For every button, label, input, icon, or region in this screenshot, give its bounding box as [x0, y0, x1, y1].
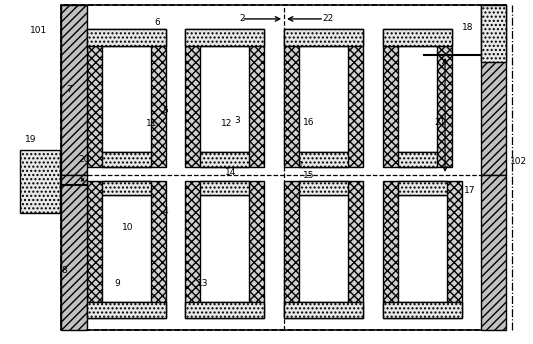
Bar: [61, 175, 87, 330]
Text: 21: 21: [434, 118, 446, 127]
Bar: [284, 29, 363, 46]
Bar: [284, 29, 363, 167]
Bar: [383, 29, 452, 46]
Bar: [398, 195, 447, 302]
Text: 5: 5: [163, 106, 168, 115]
Bar: [87, 29, 166, 46]
Bar: [61, 5, 506, 330]
Text: 16: 16: [303, 118, 315, 127]
Bar: [102, 152, 151, 167]
Text: 17: 17: [464, 186, 476, 195]
Text: 102: 102: [510, 157, 527, 166]
Bar: [398, 152, 437, 167]
Bar: [398, 181, 447, 195]
Bar: [398, 46, 437, 152]
Text: 13: 13: [197, 279, 208, 288]
Text: 19: 19: [25, 135, 37, 144]
Bar: [383, 29, 452, 167]
Bar: [185, 29, 264, 46]
Text: 3: 3: [235, 116, 240, 125]
Bar: [61, 5, 506, 330]
Text: 101: 101: [30, 26, 47, 35]
Text: 9: 9: [115, 279, 120, 288]
Bar: [299, 181, 348, 195]
Text: 1: 1: [298, 161, 304, 170]
Text: 6: 6: [155, 18, 160, 27]
Text: 11: 11: [146, 119, 158, 128]
Bar: [200, 152, 249, 167]
Bar: [284, 302, 363, 318]
Bar: [299, 195, 348, 302]
Text: 8: 8: [61, 266, 67, 275]
Text: 18: 18: [462, 23, 474, 32]
Bar: [481, 175, 506, 330]
Text: 4: 4: [163, 207, 168, 216]
Text: 12: 12: [221, 119, 232, 128]
Bar: [102, 181, 151, 195]
Bar: [200, 46, 249, 152]
Bar: [102, 195, 151, 302]
Text: 10: 10: [122, 223, 134, 232]
Bar: [284, 181, 363, 318]
Bar: [299, 152, 348, 167]
Bar: [20, 150, 60, 213]
Text: 20: 20: [78, 155, 90, 164]
Bar: [87, 302, 166, 318]
Bar: [102, 46, 151, 152]
Bar: [481, 5, 506, 175]
Bar: [87, 181, 166, 318]
Text: 2: 2: [240, 14, 245, 23]
Text: 22: 22: [322, 14, 334, 23]
Text: 7: 7: [67, 85, 72, 94]
Bar: [299, 46, 348, 152]
Text: 14: 14: [224, 168, 236, 176]
Text: 15: 15: [303, 171, 315, 180]
Bar: [185, 29, 264, 167]
Bar: [200, 195, 249, 302]
Bar: [61, 5, 87, 175]
Bar: [185, 302, 264, 318]
Bar: [481, 5, 506, 62]
Bar: [185, 181, 264, 318]
Bar: [383, 181, 462, 318]
Bar: [87, 29, 166, 167]
Bar: [200, 181, 249, 195]
Bar: [383, 302, 462, 318]
